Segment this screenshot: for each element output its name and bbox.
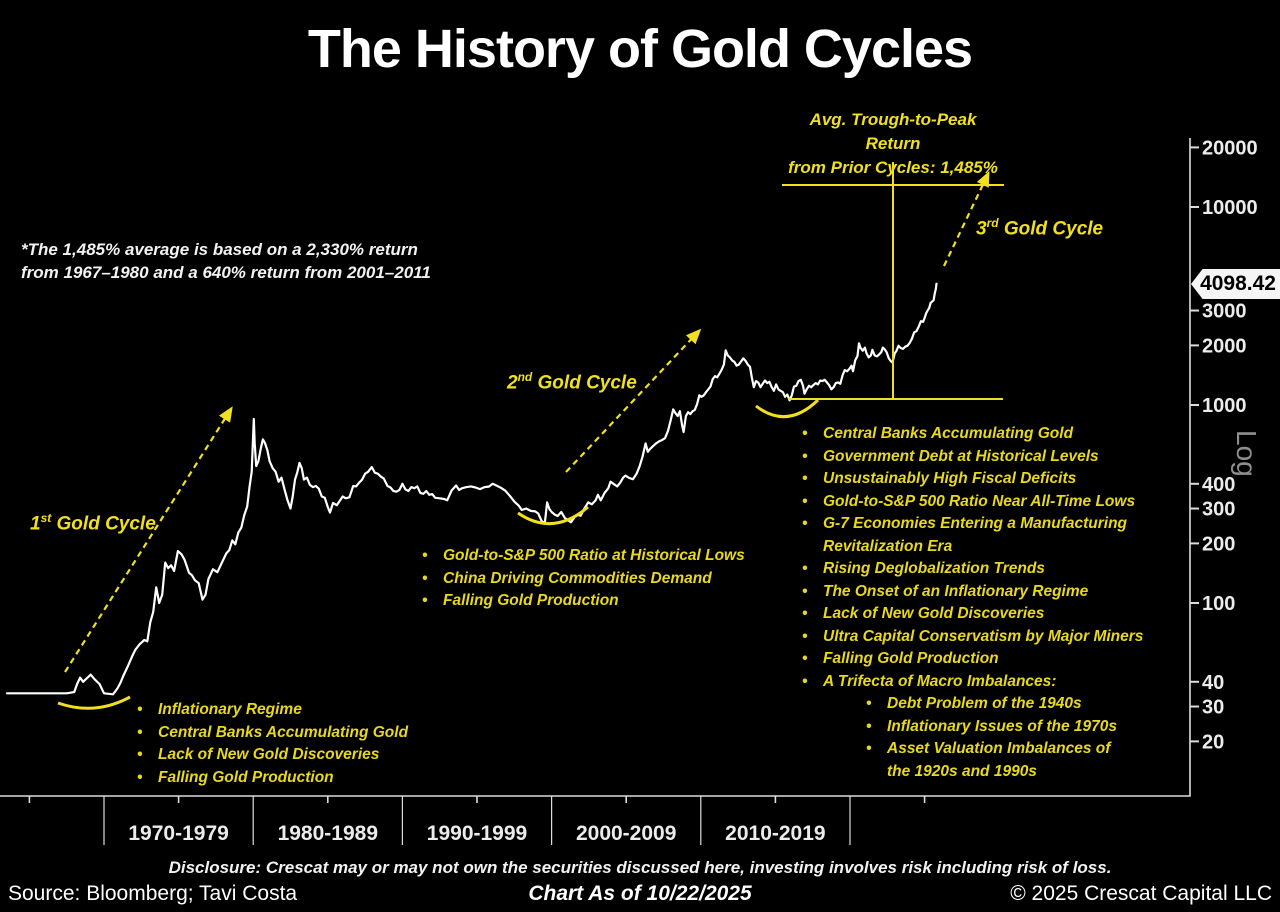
third-cycle-drivers-block: Central Banks Accumulating GoldGovernmen… xyxy=(800,423,1185,783)
list-item: Ultra Capital Conservatism by Major Mine… xyxy=(800,626,1185,649)
list-item: A Trifecta of Macro Imbalances: xyxy=(800,671,1185,694)
cycle-number: 1 xyxy=(30,513,41,535)
y-axis-label: 1000 xyxy=(1202,395,1247,417)
y-axis-label: 100 xyxy=(1202,593,1235,615)
cycle2-trend-arrow xyxy=(565,328,702,473)
cycle-ordinal-suffix: rd xyxy=(986,216,999,230)
list-item: Gold-to-S&P 500 Ratio at Historical Lows xyxy=(420,545,785,568)
y-axis-label: 10000 xyxy=(1202,197,1258,219)
cycle-number: 3 xyxy=(976,218,987,240)
list-item: The Onset of an Inflationary Regime xyxy=(800,581,1185,604)
list-item: Inflationary Regime xyxy=(135,699,435,722)
list-item: Falling Gold Production xyxy=(135,767,435,790)
list-item: Falling Gold Production xyxy=(420,590,785,613)
list-item: Central Banks Accumulating Gold xyxy=(135,722,435,745)
list-item: Gold-to-S&P 500 Ratio Near All-Time Lows xyxy=(800,491,1185,514)
list-item: Unsustainably High Fiscal Deficits xyxy=(800,468,1185,491)
footer-copyright: © 2025 Crescat Capital LLC xyxy=(1010,882,1272,905)
footnote-average-explanation: *The 1,485% average is based on a 2,330%… xyxy=(21,240,431,282)
x-axis-label: 1990-1999 xyxy=(427,822,527,845)
footer-source: Source: Bloomberg; Tavi Costa xyxy=(8,882,298,905)
y-axis-label: 20000 xyxy=(1202,137,1258,159)
list-item: Lack of New Gold Discoveries xyxy=(135,744,435,767)
trough-arc-1 xyxy=(57,695,131,710)
list-item: China Driving Commodities Demand xyxy=(420,568,785,591)
x-axis-label: 2000-2009 xyxy=(576,822,676,845)
first-gold-cycle-label: 1st Gold Cycle xyxy=(30,511,156,535)
trough-arc-3 xyxy=(755,398,820,419)
list-item: Inflationary Issues of the 1970s xyxy=(864,716,1136,739)
list-item: G-7 Economies Entering a Manufacturing R… xyxy=(800,513,1185,558)
list-item: Central Banks Accumulating Gold xyxy=(800,423,1185,446)
y-axis-label: 200 xyxy=(1202,533,1235,555)
list-item: Falling Gold Production xyxy=(800,648,1185,671)
cycle3-trend-arrow xyxy=(943,171,990,267)
macro-imbalances-sublist: Debt Problem of the 1940sInflationary Is… xyxy=(864,693,1136,783)
y-axis-label: 400 xyxy=(1202,474,1235,496)
x-axis-label: 2010-2019 xyxy=(725,822,825,845)
footer-chart-date: Chart As of 10/22/2025 xyxy=(528,882,752,905)
disclosure-text: Disclosure: Crescat may or may not own t… xyxy=(168,858,1112,877)
list-item: Rising Deglobalization Trends xyxy=(800,558,1185,581)
x-axis-label: 1980-1989 xyxy=(278,822,378,845)
y-axis-label: 2000 xyxy=(1202,335,1247,357)
y-axis-label: 300 xyxy=(1202,499,1235,521)
y-axis-label: 40 xyxy=(1202,672,1224,694)
list-item: Government Debt at Historical Levels xyxy=(800,446,1185,469)
list-item: Debt Problem of the 1940s xyxy=(864,693,1136,716)
gold-price-line xyxy=(5,282,938,696)
footer: Source: Bloomberg; Tavi Costa Chart As o… xyxy=(0,882,1280,912)
cycle-ordinal-suffix: st xyxy=(40,511,52,525)
axis-frame xyxy=(0,138,1191,797)
second-gold-cycle-label: 2nd Gold Cycle xyxy=(507,370,637,394)
cycle-ordinal-suffix: nd xyxy=(517,370,533,384)
list-item: Lack of New Gold Discoveries xyxy=(800,603,1185,626)
cycle-text: Gold Cycle xyxy=(532,372,637,394)
y-axis-label: 30 xyxy=(1202,697,1224,719)
cycle-text: Gold Cycle xyxy=(998,218,1104,240)
cycle-text: Gold Cycle xyxy=(51,513,156,535)
cycle-number: 2 xyxy=(507,372,518,394)
first-cycle-drivers-list: Inflationary RegimeCentral Banks Accumul… xyxy=(135,699,435,789)
y-axis-label: 3000 xyxy=(1202,301,1247,323)
log-scale-label: Log xyxy=(1231,430,1262,477)
page-title: The History of Gold Cycles xyxy=(307,19,973,79)
trough-arc-2 xyxy=(517,505,589,526)
list-item: Asset Valuation Imbalances of the 1920s … xyxy=(864,738,1136,783)
second-cycle-drivers-list: Gold-to-S&P 500 Ratio at Historical Lows… xyxy=(420,545,785,613)
third-gold-cycle-label: 3rd Gold Cycle xyxy=(976,216,1103,240)
last-price-tag: 4098.42 xyxy=(1191,269,1280,299)
y-axis-label: 20 xyxy=(1202,731,1224,753)
third-cycle-drivers-list: Central Banks Accumulating GoldGovernmen… xyxy=(800,423,1185,693)
x-axis-label: 1970-1979 xyxy=(128,822,228,845)
